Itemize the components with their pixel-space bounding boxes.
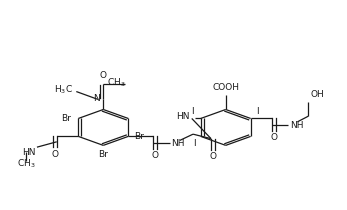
Text: O: O (152, 151, 159, 160)
Text: NH: NH (290, 121, 304, 130)
Text: H$_3$C: H$_3$C (54, 84, 73, 96)
Text: COOH: COOH (212, 83, 239, 92)
Text: CH$_3$: CH$_3$ (107, 76, 126, 89)
Text: HN: HN (177, 112, 190, 121)
Text: O: O (209, 152, 216, 161)
Text: Br: Br (134, 132, 144, 141)
Text: O: O (271, 133, 278, 142)
Text: NH: NH (171, 139, 185, 148)
Text: N: N (93, 94, 100, 103)
Text: O: O (100, 71, 107, 80)
Text: I: I (193, 139, 195, 148)
Text: I: I (191, 107, 194, 116)
Text: HN: HN (22, 148, 35, 157)
Text: CH$_3$: CH$_3$ (17, 157, 35, 170)
Text: Br: Br (61, 114, 71, 123)
Text: Br: Br (98, 150, 108, 159)
Text: I: I (256, 107, 259, 116)
Text: O: O (51, 150, 58, 159)
Text: OH: OH (310, 90, 324, 99)
